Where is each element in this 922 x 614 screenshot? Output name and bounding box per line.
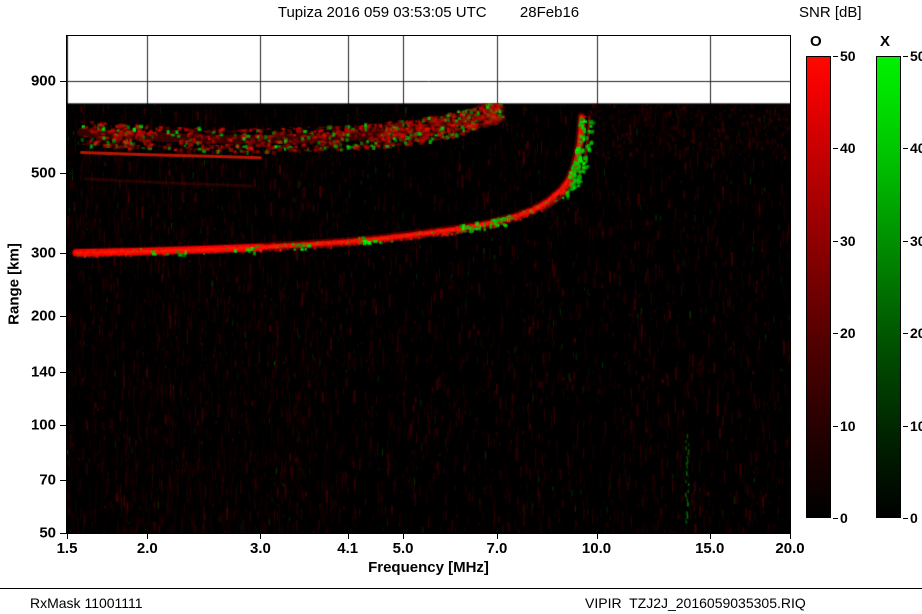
y-tick-mark bbox=[60, 424, 66, 426]
o-colorbar-tick-label: 50 bbox=[840, 48, 856, 64]
y-tick-mark bbox=[60, 371, 66, 373]
x-axis-title: Frequency [MHz] bbox=[368, 559, 489, 576]
y-tick-label: 300 bbox=[30, 244, 56, 262]
x-colorbar-tick-label: 30 bbox=[910, 232, 922, 249]
x-tick-mark bbox=[403, 534, 405, 539]
o-colorbar-tick-mark bbox=[833, 333, 838, 335]
x-tick-label: 5.0 bbox=[392, 540, 414, 557]
y-tick-label: 100 bbox=[30, 416, 56, 434]
x-tick-mark bbox=[147, 534, 149, 539]
y-tick-label: 50 bbox=[39, 524, 56, 542]
ionogram-canvas bbox=[67, 36, 790, 533]
x-colorbar-tick-mark bbox=[903, 518, 908, 519]
y-tick-mark bbox=[60, 480, 66, 482]
file-reference-label: VIPIR TZJ2J_2016059035305.RIQ bbox=[585, 595, 806, 611]
footer-divider bbox=[0, 588, 922, 589]
x-tick-label: 10.0 bbox=[581, 540, 612, 557]
x-tick-mark bbox=[790, 534, 791, 539]
plot-title: Tupiza 2016 059 03:53:05 UTC 28Feb16 bbox=[277, 4, 580, 21]
x-tick-label: 1.5 bbox=[56, 540, 78, 557]
x-tick-mark bbox=[709, 534, 711, 539]
y-tick-label: 70 bbox=[39, 471, 56, 489]
o-colorbar-tick-label: 30 bbox=[840, 232, 856, 249]
y-tick-label: 200 bbox=[30, 307, 56, 325]
x-colorbar bbox=[876, 56, 901, 518]
o-colorbar-tick-mark bbox=[833, 518, 838, 519]
y-tick-label: 140 bbox=[30, 363, 56, 381]
y-tick-mark bbox=[60, 80, 66, 82]
x-tick-label: 7.0 bbox=[486, 540, 508, 557]
x-colorbar-tick-label: 40 bbox=[910, 140, 922, 157]
o-colorbar-tick-label: 40 bbox=[840, 140, 856, 157]
x-colorbar-tick-label: 50 bbox=[910, 48, 922, 64]
y-tick-mark bbox=[60, 172, 66, 174]
y-tick-mark bbox=[60, 252, 66, 254]
snr-units-label: SNR [dB] bbox=[799, 4, 862, 21]
o-colorbar-tick-mark bbox=[833, 425, 838, 427]
x-tick-label: 20.0 bbox=[775, 540, 805, 557]
x-tick-label: 4.1 bbox=[337, 540, 359, 557]
x-colorbar-label: X bbox=[880, 33, 891, 50]
x-tick-mark bbox=[347, 534, 349, 539]
x-colorbar-tick-mark bbox=[903, 425, 908, 427]
x-tick-mark bbox=[67, 534, 68, 539]
x-colorbar-tick-label: 20 bbox=[910, 325, 922, 342]
x-tick-mark bbox=[496, 534, 498, 539]
x-tick-mark bbox=[596, 534, 598, 539]
o-colorbar-tick-label: 20 bbox=[840, 325, 856, 342]
o-colorbar-tick-label: 0 bbox=[840, 510, 848, 526]
x-colorbar-tick-mark bbox=[903, 148, 908, 150]
x-tick-label: 2.0 bbox=[136, 540, 158, 557]
plot-frame bbox=[66, 35, 791, 534]
x-tick-mark bbox=[260, 534, 262, 539]
x-tick-label: 15.0 bbox=[695, 540, 725, 557]
x-tick-label: 3.0 bbox=[250, 540, 271, 557]
x-colorbar-tick-mark bbox=[903, 333, 908, 335]
y-tick-mark bbox=[60, 533, 66, 534]
y-tick-mark bbox=[60, 316, 66, 318]
o-colorbar-tick-label: 10 bbox=[840, 417, 856, 434]
x-colorbar-tick-label: 10 bbox=[910, 417, 922, 434]
x-colorbar-tick-label: 0 bbox=[910, 510, 918, 526]
x-colorbar-tick-mark bbox=[903, 240, 908, 242]
y-tick-label: 500 bbox=[30, 164, 56, 182]
y-tick-label: 900 bbox=[30, 72, 56, 90]
o-colorbar-tick-mark bbox=[833, 148, 838, 150]
o-colorbar-tick-mark bbox=[833, 240, 838, 242]
x-colorbar-tick-mark bbox=[903, 56, 908, 57]
o-colorbar-label: O bbox=[810, 33, 822, 50]
o-colorbar bbox=[806, 56, 831, 518]
rxmask-label: RxMask 11001111 bbox=[30, 595, 143, 611]
o-colorbar-tick-mark bbox=[833, 56, 838, 57]
